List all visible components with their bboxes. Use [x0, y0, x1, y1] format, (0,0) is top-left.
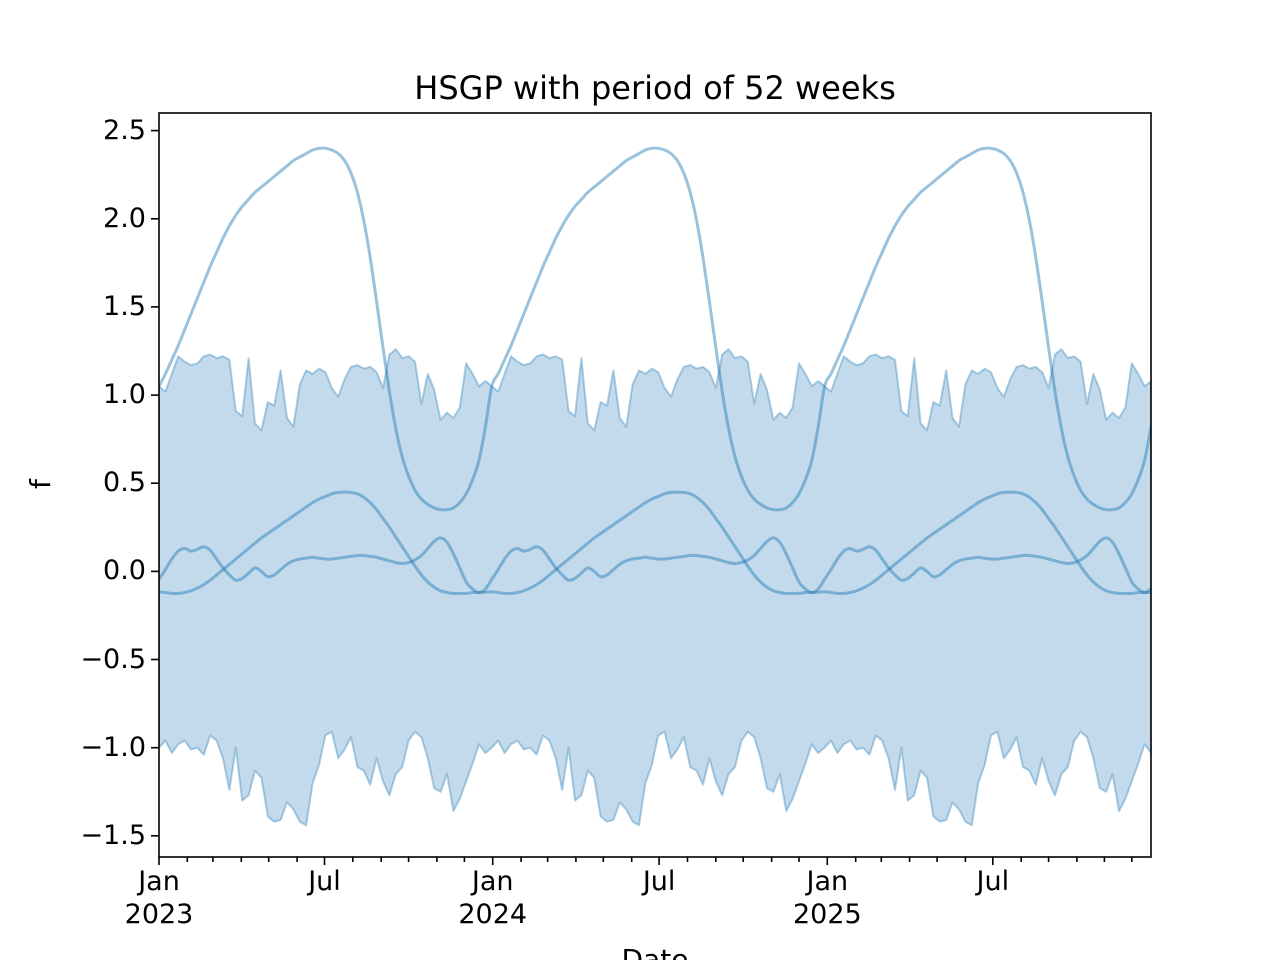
x-tick-label: Jul [249, 865, 399, 898]
x-tick-year: 2025 [792, 899, 862, 930]
x-axis-label: Date [621, 943, 689, 960]
chart-title: HSGP with period of 52 weeks [414, 69, 896, 107]
hdi-band [159, 348, 1151, 827]
axes [151, 112, 1152, 865]
x-tick-month: Jan [138, 866, 180, 897]
x-tick-year: 2023 [124, 899, 194, 930]
y-tick-label: 0.0 [103, 555, 146, 587]
y-tick-label: −0.5 [80, 643, 146, 675]
x-tick-month: Jul [976, 866, 1010, 897]
x-tick-month: Jul [308, 866, 341, 897]
y-tick-label: 0.5 [103, 467, 146, 499]
x-tick-label: Jan 2025 [752, 865, 902, 931]
y-tick-label: −1.5 [80, 819, 146, 851]
x-tick-month: Jan [806, 866, 849, 897]
x-tick-label: Jan 2024 [418, 865, 568, 931]
curve-sample-wiggly [159, 536, 1151, 595]
plot-area [159, 146, 1151, 827]
x-tick-month: Jan [471, 866, 514, 897]
x-tick-label: Jan 2023 [84, 865, 234, 931]
x-tick-label: Jul [918, 865, 1068, 898]
axes-frame [158, 112, 1152, 858]
x-tick-label: Jul [584, 865, 734, 898]
x-tick-month: Jul [642, 866, 676, 897]
curve-sample-large [159, 146, 1151, 512]
curve-sample-medium [159, 490, 1151, 596]
y-tick-label: 2.0 [103, 202, 146, 234]
y-tick-label: 1.0 [103, 379, 146, 411]
y-tick-label: −1.0 [80, 731, 146, 763]
y-tick-label: 2.5 [103, 114, 146, 146]
x-tick-year: 2024 [458, 899, 528, 930]
y-tick-label: 1.5 [103, 290, 146, 322]
